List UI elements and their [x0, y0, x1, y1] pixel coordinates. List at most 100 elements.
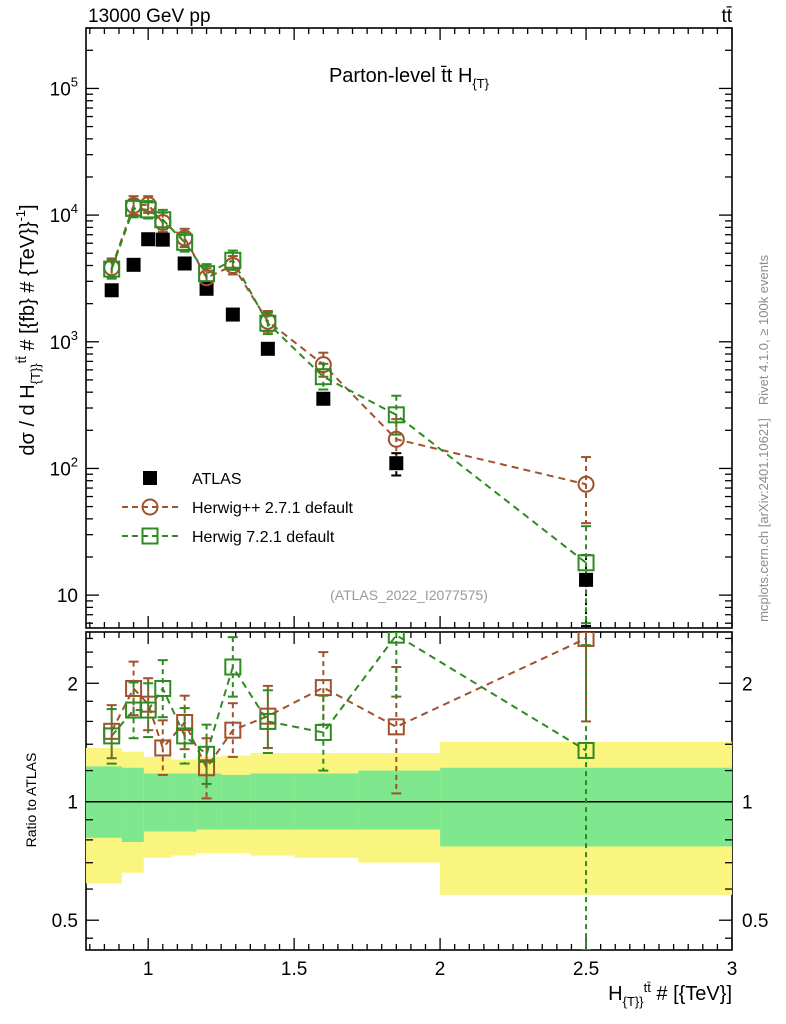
data-point-open-circle	[314, 356, 332, 374]
ratio-data-point	[259, 712, 277, 730]
main-y-axis-label: dσ / d H{T}}tt̄ # [{fb} # {TeV}}-1]	[13, 204, 43, 455]
ratio-data-point	[139, 701, 157, 719]
ylabel-sub: {T}}	[28, 363, 43, 385]
main-y-tick-label: 104	[50, 201, 78, 227]
x-tick-label: 3	[727, 959, 738, 980]
side-label-rivet: Rivet 4.1.0, ≥ 100k events	[756, 254, 771, 405]
ratio-y-tick-label-right: 0.5	[742, 911, 768, 932]
data-point-filled-square	[389, 456, 404, 471]
ratio-y-tick-label: 2	[67, 674, 78, 695]
legend-marker	[143, 471, 157, 485]
title-tt: t̄t	[441, 65, 453, 87]
data-point-open-square	[224, 251, 242, 269]
main-plot-frame	[85, 27, 733, 629]
main-data-series	[103, 195, 595, 628]
ratio-y-tick-labels: 2 2 1 1 0.5 0.5	[52, 674, 769, 932]
xlabel-h: H	[608, 983, 622, 1005]
ylabel-dsigma: dσ / d H	[17, 384, 39, 455]
ratio-data-point	[577, 632, 595, 647]
ratio-data-point	[224, 658, 242, 676]
x-tick-labels: 1 1.5 2 2.5 3	[143, 959, 737, 980]
title-h: H	[458, 65, 472, 87]
ratio-data-point	[198, 745, 216, 763]
header-left: 13000 GeV pp	[88, 6, 211, 27]
main-y-tick-labels: 105 104 103 102 10	[50, 74, 78, 607]
data-point-filled-square	[104, 283, 119, 298]
ratio-series-line	[110, 637, 587, 770]
ratio-data-point	[387, 632, 405, 644]
ratio-data-series	[103, 632, 595, 950]
svg-text:dσ / d H{T}}tt̄ # [{fb} # {TeV: dσ / d H{T}}tt̄ # [{fb} # {TeV}}-1]	[13, 204, 43, 455]
ratio-data-point	[176, 727, 194, 745]
band-inner	[143, 773, 172, 832]
legend-label: Herwig++ 2.7.1 default	[192, 500, 354, 517]
data-point-filled-square	[155, 232, 170, 247]
data-point-open-square	[198, 265, 216, 283]
data-point-open-square	[139, 201, 157, 219]
data-point-filled-square	[141, 232, 156, 247]
data-point-open-square	[259, 314, 277, 332]
title-prefix: Parton-level	[329, 65, 441, 87]
x-tick-label: 1.5	[281, 959, 307, 980]
ratio-data-point	[176, 713, 194, 731]
title-h-sub: {T}	[472, 76, 489, 91]
xlabel-sup: tt̄	[644, 980, 652, 995]
legend-label: Herwig 7.2.1 default	[192, 529, 335, 546]
band-inner	[171, 773, 197, 832]
plot-title: Parton-level t̄t H{T}	[329, 65, 490, 91]
main-y-tick-label: 105	[50, 74, 78, 100]
data-point-filled-square	[579, 572, 594, 587]
side-label-mcplots: mcplots.cern.ch [arXiv:2401.10621]	[756, 418, 771, 622]
data-point-open-square	[176, 233, 194, 251]
band-inner	[121, 767, 144, 843]
main-y-tick-label: 102	[50, 454, 78, 480]
legend-marker	[141, 498, 159, 516]
uncertainty-bands	[86, 741, 732, 895]
data-point-open-circle	[387, 430, 405, 448]
analysis-watermark: (ATLAS_2022_I2077575)	[330, 587, 488, 603]
ylabel-sup: tt̄	[14, 356, 29, 364]
ratio-data-point	[198, 759, 216, 777]
plot-legend: ATLAS Herwig++ 2.7.1 default Herwig 7.2.1 …	[122, 471, 354, 546]
data-point-open-circle	[577, 475, 595, 493]
data-point-filled-square	[126, 257, 141, 272]
ratio-data-point	[314, 679, 332, 697]
main-y-tick-label: 103	[50, 328, 78, 354]
ratio-data-point	[103, 727, 121, 745]
data-point-filled-square	[225, 307, 240, 322]
ratio-data-point	[224, 721, 242, 739]
x-tick-label: 1	[143, 959, 154, 980]
ratio-y-tick-label-right: 2	[742, 674, 753, 695]
legend-label: ATLAS	[192, 471, 242, 488]
ratio-y-axis-label: Ratio to ATLAS	[23, 753, 39, 848]
ratio-data-point	[314, 723, 332, 741]
x-tick-label: 2.5	[573, 959, 599, 980]
data-point-open-square	[577, 554, 595, 572]
ylabel-rest: # [{fb} # {TeV}	[17, 228, 39, 356]
main-axis-ticks	[86, 27, 733, 628]
ratio-data-point	[125, 679, 143, 697]
x-tick-label: 2	[435, 959, 446, 980]
ratio-data-point	[154, 739, 172, 757]
data-point-filled-square	[316, 391, 331, 406]
ratio-data-point	[154, 679, 172, 697]
ratio-y-tick-label-right: 1	[742, 793, 753, 814]
svg-text:H{T}}tt̄ # [{TeV}]: H{T}}tt̄ # [{TeV}]	[608, 980, 732, 1009]
data-point-open-square	[103, 260, 121, 278]
main-y-tick-label: 10	[57, 586, 78, 607]
data-point-open-square	[154, 211, 172, 229]
ratio-series-line	[110, 633, 587, 757]
ratio-y-tick-label: 0.5	[52, 911, 78, 932]
data-point-filled-square	[260, 341, 275, 356]
xlabel-rest: # [{TeV}]	[651, 983, 732, 1005]
ratio-data-point	[577, 741, 595, 759]
xlabel-sub: {T}}	[623, 994, 645, 1009]
data-point-open-square	[314, 368, 332, 386]
data-point-open-square	[387, 406, 405, 424]
band-inner	[358, 770, 441, 830]
ratio-data-point	[387, 718, 405, 736]
ratio-axis-ticks	[86, 632, 733, 950]
x-axis-label: H{T}}tt̄ # [{TeV}]	[608, 980, 732, 1009]
